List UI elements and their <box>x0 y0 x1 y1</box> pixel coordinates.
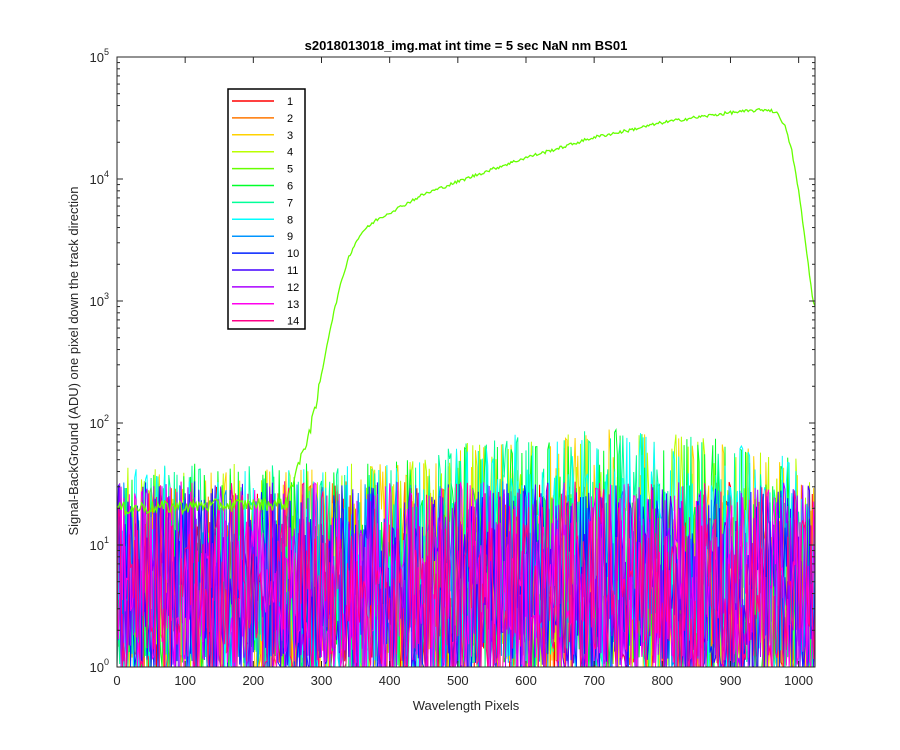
series-5-line <box>117 107 815 517</box>
x-tick-label: 200 <box>242 673 264 688</box>
y-tick-label: 100 <box>90 657 109 675</box>
legend-label-14: 14 <box>287 316 299 328</box>
legend-label-9: 9 <box>287 231 293 243</box>
x-tick-label: 900 <box>720 673 742 688</box>
x-tick-label: 800 <box>651 673 673 688</box>
legend-label-5: 5 <box>287 164 293 176</box>
legend-label-11: 11 <box>287 265 298 277</box>
plot-area <box>116 56 816 668</box>
legend-box <box>227 88 306 330</box>
y-tick-label: 101 <box>90 535 109 553</box>
y-axis-label: Signal-BackGround (ADU) one pixel down t… <box>66 186 81 535</box>
legend-label-10: 10 <box>287 248 299 260</box>
y-tick-label: 105 <box>90 47 109 65</box>
chart-title: s2018013018_img.mat int time = 5 sec NaN… <box>305 38 628 53</box>
legend-label-7: 7 <box>287 197 293 209</box>
legend-label-3: 3 <box>287 130 293 142</box>
legend-label-8: 8 <box>287 214 293 226</box>
y-tick-label: 103 <box>90 291 109 309</box>
series-13-line <box>117 481 815 667</box>
x-tick-label: 0 <box>113 673 120 688</box>
x-tick-label: 1000 <box>784 673 813 688</box>
legend-label-1: 1 <box>287 96 293 108</box>
x-tick-label: 100 <box>174 673 196 688</box>
legend-label-4: 4 <box>287 147 293 159</box>
x-tick-label: 600 <box>515 673 537 688</box>
x-tick-label: 400 <box>379 673 401 688</box>
x-tick-label: 500 <box>447 673 469 688</box>
series-14-line <box>117 481 815 667</box>
legend-label-2: 2 <box>287 113 293 125</box>
y-tick-label: 102 <box>90 413 109 431</box>
x-tick-label: 700 <box>583 673 605 688</box>
series-layer <box>117 107 815 667</box>
x-tick-label: 300 <box>311 673 333 688</box>
x-axis-label: Wavelength Pixels <box>413 698 520 713</box>
legend-label-12: 12 <box>287 282 299 294</box>
ticks-layer: 0 100 200 300 400 500 600 700 800 900 100010010110… <box>90 47 815 688</box>
legend-label-13: 13 <box>287 299 299 311</box>
legend-label-6: 6 <box>287 181 293 193</box>
y-tick-label: 104 <box>90 169 109 187</box>
